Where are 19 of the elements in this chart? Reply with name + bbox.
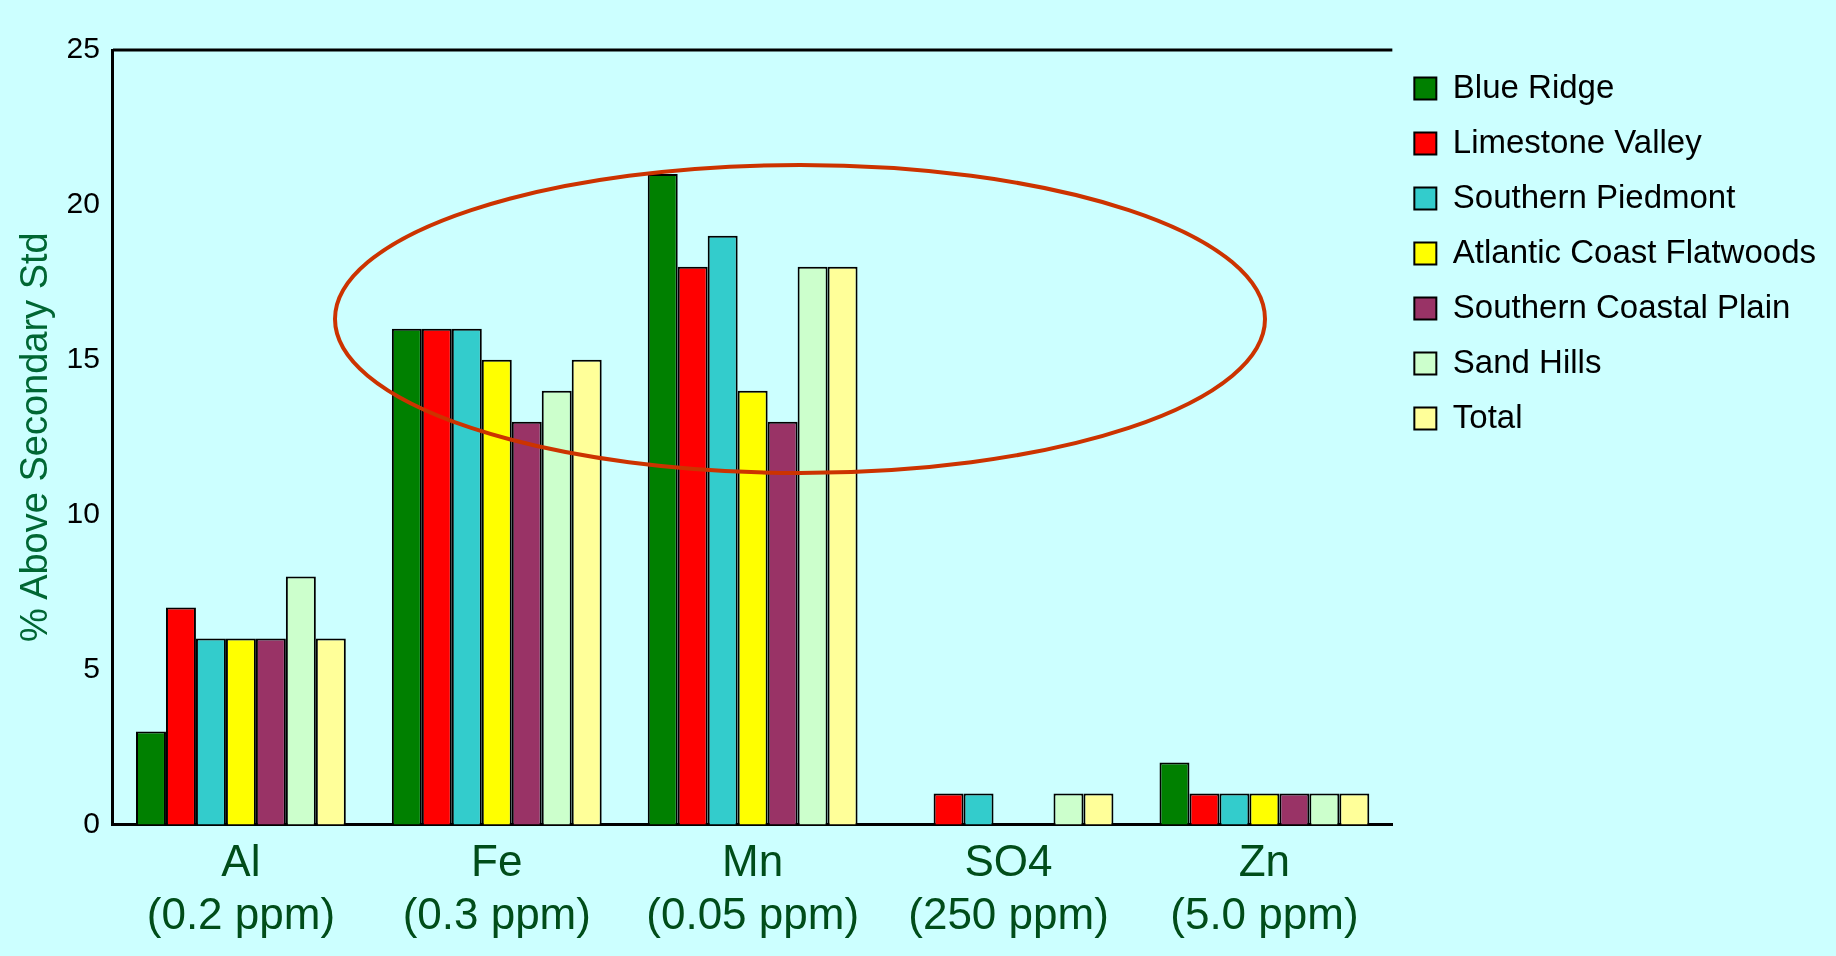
y-tick-label: 10: [66, 495, 100, 529]
y-tick-label: 25: [66, 31, 100, 65]
y-axis-title: % Above Secondary Std: [13, 232, 56, 643]
y-tick-label: 5: [83, 650, 100, 684]
x-tick-label: Mn (0.05 ppm): [646, 835, 860, 938]
legend-label: Total: [1452, 397, 1523, 435]
x-tick-label: Al (0.2 ppm): [146, 835, 336, 938]
legend-label: Southern Piedmont: [1452, 177, 1736, 215]
legend-label: Atlantic Coast Flatwoods: [1452, 232, 1817, 270]
legend-label: Limestone Valley: [1452, 122, 1703, 160]
x-tick-label: Fe (0.3 ppm): [402, 835, 591, 938]
legend-label: Sand Hills: [1452, 342, 1602, 380]
x-tick-label: SO4 (250 ppm): [908, 835, 1109, 938]
x-tick-label: Zn (5.0 ppm): [1170, 835, 1359, 938]
legend-label: Blue Ridge: [1452, 67, 1615, 105]
y-tick-label: 0: [83, 805, 100, 839]
y-tick-label: 15: [66, 341, 100, 375]
y-tick-label: 20: [66, 186, 100, 220]
legend-label: Southern Coastal Plain: [1452, 287, 1791, 325]
